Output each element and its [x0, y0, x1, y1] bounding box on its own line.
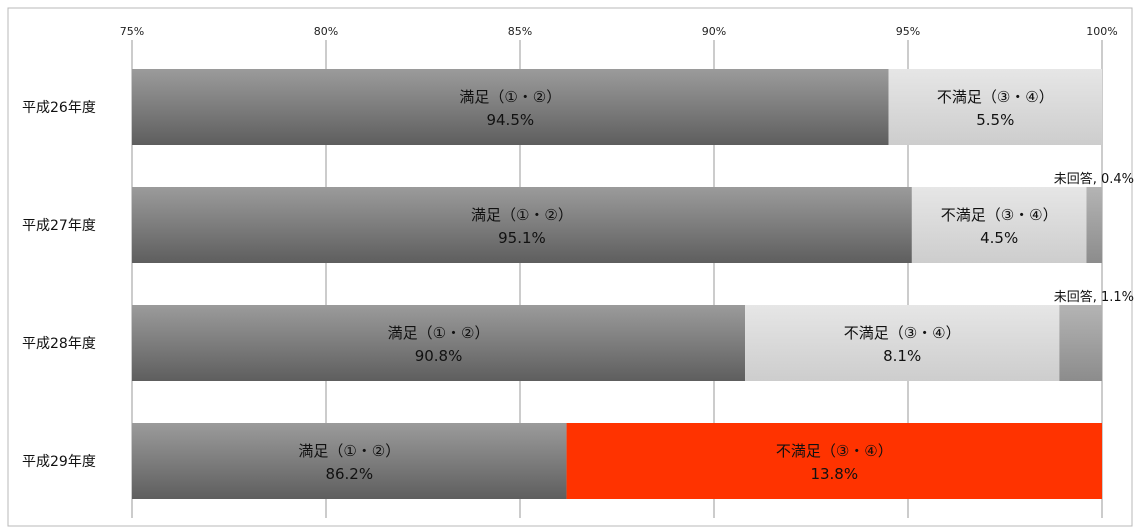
- segment-name-label: 満足（①・②）: [459, 88, 561, 106]
- segment-name-label: 不満足（③・④）: [776, 442, 893, 460]
- segment-value-label: 8.1%: [883, 347, 921, 365]
- bar-segment-satisfied: [132, 69, 889, 145]
- segment-value-label: 94.5%: [486, 111, 534, 129]
- x-tick-label: 90%: [702, 25, 726, 38]
- segment-name-label: 不満足（③・④）: [937, 88, 1054, 106]
- bar-segment-satisfied: [132, 423, 567, 499]
- category-label: 平成28年度: [22, 336, 96, 352]
- segment-value-label: 95.1%: [498, 229, 546, 247]
- x-tick-label: 75%: [120, 25, 144, 38]
- segment-name-label: 満足（①・②）: [471, 206, 573, 224]
- x-tick-label: 85%: [508, 25, 532, 38]
- segment-name-label: 満足（①・②）: [298, 442, 400, 460]
- segment-name-label: 不満足（③・④）: [941, 206, 1058, 224]
- bar-segment-dissatisfied: [745, 305, 1060, 381]
- no-answer-annotation: 未回答, 1.1%: [1054, 289, 1134, 305]
- segment-value-label: 5.5%: [976, 111, 1014, 129]
- x-tick-label: 100%: [1086, 25, 1117, 38]
- bar-segment-satisfied: [132, 187, 912, 263]
- segment-name-label: 満足（①・②）: [388, 324, 490, 342]
- bar-segment-no_answer: [1086, 187, 1102, 263]
- segment-value-label: 4.5%: [980, 229, 1018, 247]
- category-label: 平成29年度: [22, 454, 96, 470]
- segment-value-label: 86.2%: [325, 465, 373, 483]
- category-label: 平成26年度: [22, 100, 96, 116]
- bar-segment-no_answer: [1059, 305, 1102, 381]
- x-tick-label: 95%: [896, 25, 920, 38]
- bar-segment-dissatisfied: [911, 187, 1087, 263]
- x-tick-label: 80%: [314, 25, 338, 38]
- bar-segment-dissatisfied: [566, 423, 1102, 499]
- segment-value-label: 13.8%: [810, 465, 858, 483]
- segment-name-label: 不満足（③・④）: [844, 324, 961, 342]
- bar-segment-dissatisfied: [888, 69, 1102, 145]
- bar-segment-satisfied: [132, 305, 746, 381]
- segment-value-label: 90.8%: [415, 347, 463, 365]
- category-label: 平成27年度: [22, 218, 96, 234]
- no-answer-annotation: 未回答, 0.4%: [1054, 171, 1134, 187]
